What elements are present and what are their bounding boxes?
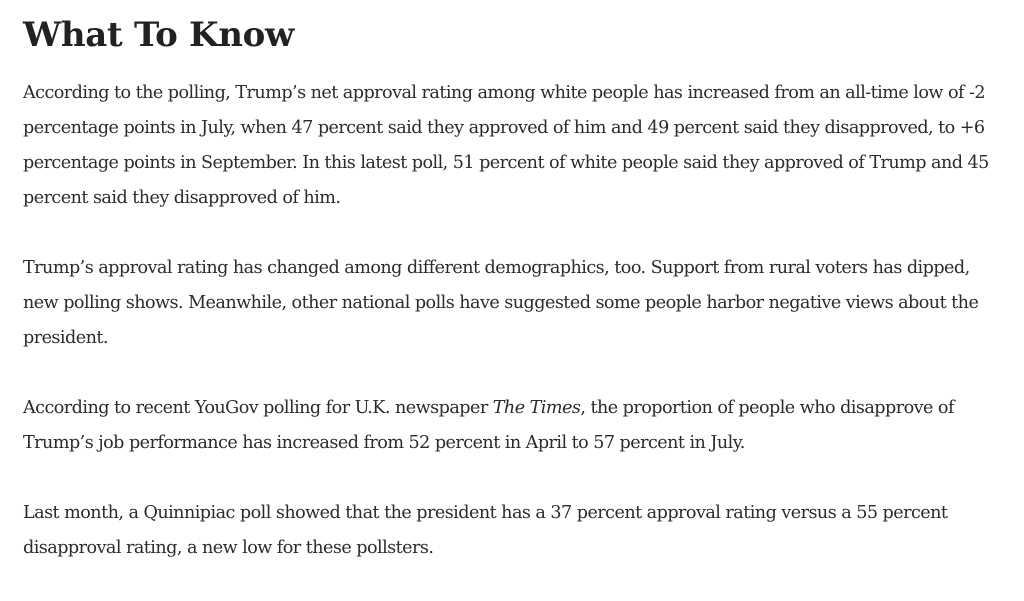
paragraph-white-voter-approval: According to the polling, Trump’s net ap… xyxy=(23,83,989,208)
article-body: What To Know According to the polling, T… xyxy=(23,12,998,601)
paragraph-demographics: Trump’s approval rating has changed amon… xyxy=(23,258,979,348)
publication-name: The Times xyxy=(492,398,581,418)
paragraph-text-after: , the proportion of people who disapprov… xyxy=(23,398,954,453)
section-heading: What To Know xyxy=(23,15,295,55)
paragraph-yougov-polling: According to recent YouGov polling for U… xyxy=(23,391,998,461)
paragraph-text-before: According to recent YouGov polling for U… xyxy=(23,398,493,418)
paragraph-quinnipiac-poll: Last month, a Quinnipiac poll showed tha… xyxy=(23,503,948,558)
